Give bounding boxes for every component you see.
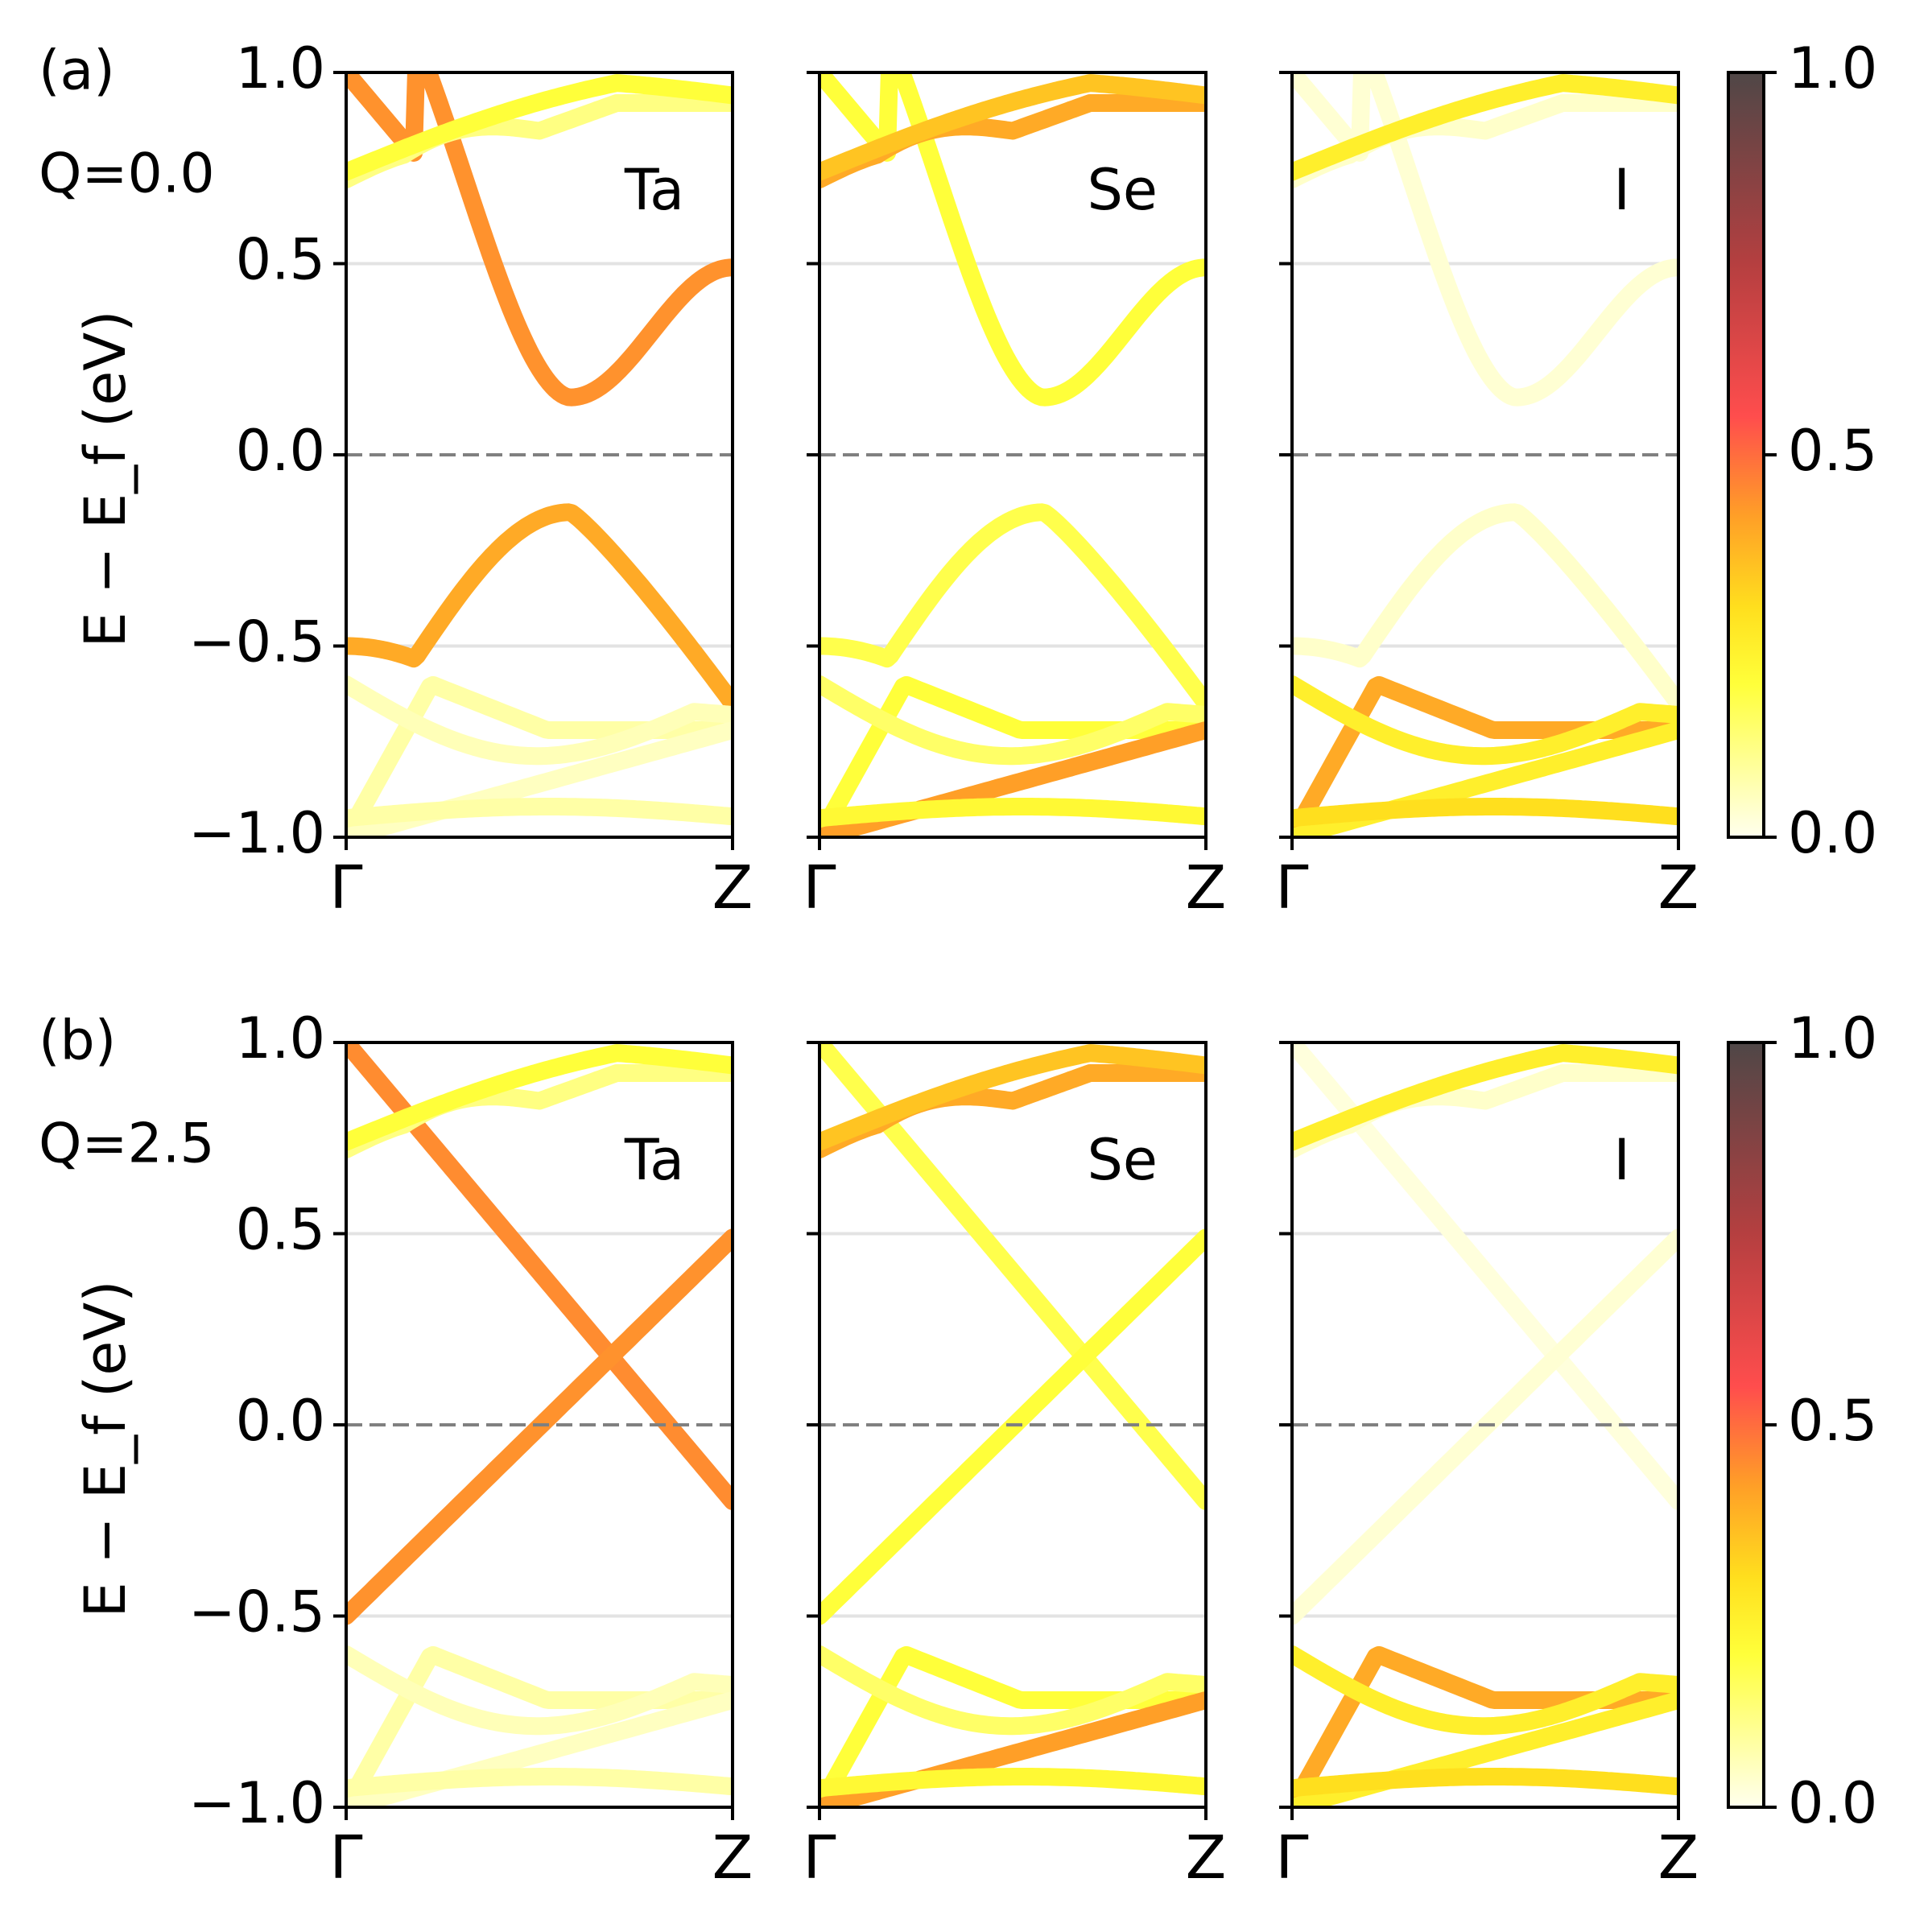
band-gap_c [1292,1228,1678,1625]
colorbar-tick-label: 0.0 [1788,800,1877,866]
q-label: Q=2.5 [39,1113,215,1176]
kpoint-label: Z [1658,1823,1699,1893]
band-gap_v [1292,503,1678,712]
kpoint-label: Z [712,853,753,923]
kpoint-label: Z [1186,853,1227,923]
q-label: Q=0.0 [39,142,215,206]
y-tick-label: −0.5 [188,609,325,675]
band-gap_c [819,1228,1206,1625]
element-label: I [1613,157,1630,223]
band-flat_v [1292,1044,1678,1151]
band-v3 [346,1645,733,1736]
colorbar-tick-label: 1.0 [1788,1005,1877,1071]
kpoint-label: Γ [1275,853,1308,923]
colorbar-tick-label: 0.0 [1788,1770,1877,1836]
panel-ta: −1.0 −0.5 0.0 0.5 1.0 Γ Z Ta [188,35,753,923]
band-flat_v [346,74,733,181]
panel-i: Γ Z I [1275,71,1699,923]
band-v3 [346,675,733,766]
y-tick-label: −1.0 [188,800,325,866]
row-tag: (a) [39,39,115,103]
band-gap_c [346,1228,733,1625]
colorbar-gradient [1728,1042,1764,1807]
plot-root: (a)Q=0.0E − E_f (eV)−1.0−0.50.00.51.0Γ ZT… [39,35,1877,1893]
element-label: Se [1088,1127,1158,1193]
band-v3 [819,675,1206,766]
band-v5 [346,1768,733,1798]
y-axis-label: E − E_f (eV) [72,310,138,647]
colorbar-tick-label: 0.5 [1788,418,1877,484]
band-flat_v [346,1044,733,1151]
y-tick-label: 0.5 [236,1197,325,1263]
row-tag: (b) [39,1009,116,1073]
panel-se: Γ Z Se [803,71,1227,923]
kpoint-label: Γ [329,853,362,923]
band-v3 [819,1645,1206,1736]
band-gap_v [819,503,1206,712]
band-v5 [1292,798,1678,828]
y-tick-label: 1.0 [236,35,325,101]
band-gap_v [346,503,733,712]
kpoint-label: Γ [803,1823,836,1893]
band-v3 [1292,1645,1678,1736]
element-label: Ta [624,1127,684,1193]
panel-i: Γ Z I [1275,1041,1699,1893]
colorbar: 0.0 0.5 1.0 [1727,35,1877,866]
kpoint-label: Z [1658,853,1699,923]
colorbar-tick-label: 0.5 [1788,1388,1877,1454]
y-axis-label: E − E_f (eV) [72,1280,138,1617]
band-flat_v [1292,74,1678,181]
element-label: I [1613,1127,1630,1193]
y-tick-label: 0.0 [236,418,325,484]
kpoint-label: Z [712,1823,753,1893]
band-flat_v [819,1044,1206,1151]
colorbar-gradient [1728,72,1764,837]
band-v3 [1292,675,1678,766]
y-tick-label: 0.5 [236,227,325,293]
band-v5 [346,798,733,828]
y-tick-label: 0.0 [236,1388,325,1454]
colorbar-tick-label: 1.0 [1788,35,1877,101]
kpoint-label: Γ [1275,1823,1308,1893]
band-v5 [819,1768,1206,1798]
kpoint-label: Γ [329,1823,362,1893]
element-label: Se [1088,157,1158,223]
y-tick-label: −1.0 [188,1770,325,1836]
colorbar: 0.0 0.5 1.0 [1727,1005,1877,1836]
y-tick-label: 1.0 [236,1005,325,1071]
band-v5 [1292,1768,1678,1798]
panel-se: Γ Z Se [803,1041,1227,1893]
kpoint-label: Γ [803,853,836,923]
band-v5 [819,798,1206,828]
kpoint-label: Z [1186,1823,1227,1893]
y-tick-label: −0.5 [188,1579,325,1645]
band-flat_v [819,74,1206,181]
element-label: Ta [624,157,684,223]
panel-ta: −1.0 −0.5 0.0 0.5 1.0 Γ Z Ta [188,1005,753,1893]
